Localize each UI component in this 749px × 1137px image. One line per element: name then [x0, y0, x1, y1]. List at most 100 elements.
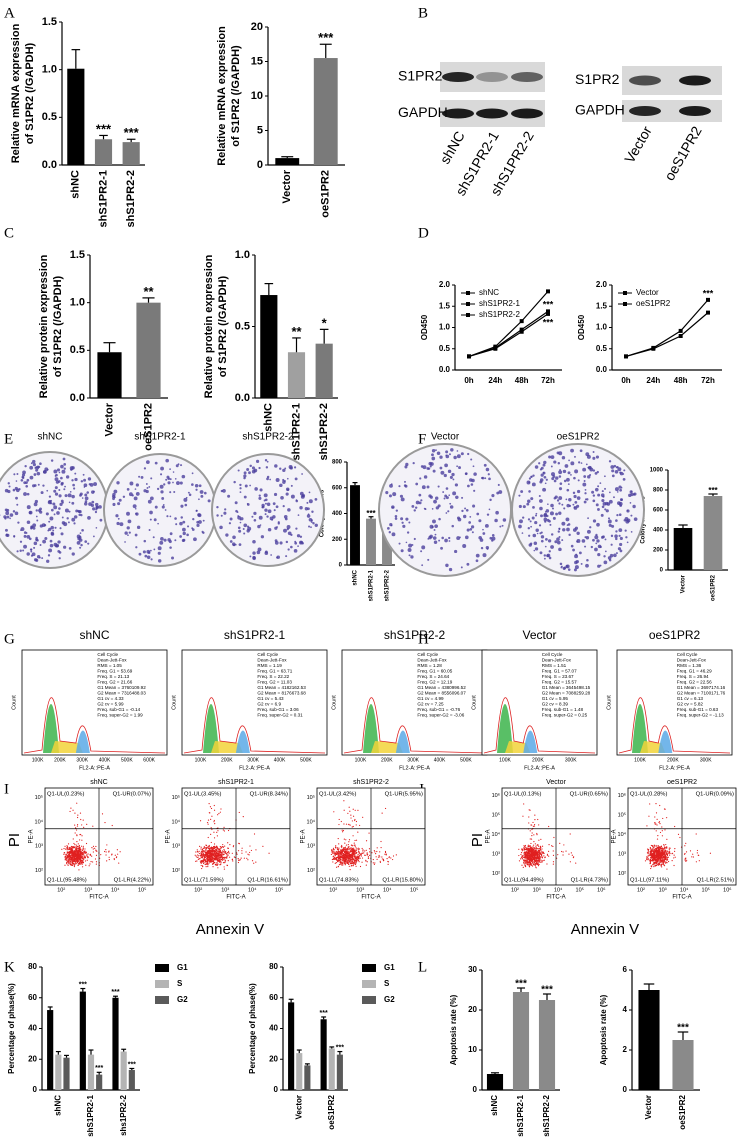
blot-row-label: GAPDH — [575, 102, 625, 118]
event — [212, 861, 214, 863]
histogram-stat: Cell Cycle — [97, 652, 118, 657]
colony — [36, 519, 39, 522]
event — [530, 859, 532, 861]
event — [207, 853, 209, 855]
colony — [117, 517, 120, 520]
colony — [432, 469, 436, 473]
event — [211, 852, 213, 855]
histogram-stat: G1 Mean = 3760109.92 — [97, 685, 146, 690]
colony — [574, 560, 578, 565]
event — [671, 859, 673, 862]
colony — [162, 504, 165, 506]
event — [113, 858, 115, 861]
bar — [672, 1040, 694, 1090]
event — [536, 851, 538, 853]
event — [202, 851, 204, 853]
event — [348, 861, 350, 863]
event — [662, 817, 664, 820]
bar — [288, 1002, 295, 1090]
event — [653, 866, 655, 868]
event — [100, 854, 102, 856]
x-tick-label: 400K — [99, 757, 111, 763]
histogram-stat: Freq. G1 = 57.07 — [542, 669, 577, 674]
colony — [94, 502, 99, 507]
event — [200, 861, 202, 864]
plate-label: Vector — [431, 432, 460, 443]
colony — [47, 529, 50, 532]
event — [76, 862, 78, 864]
event — [362, 849, 364, 851]
colony — [439, 466, 443, 470]
event — [534, 859, 537, 861]
event — [205, 853, 207, 855]
histogram-stat: G2 Mean = 7100171.76 — [677, 691, 726, 696]
event — [348, 853, 351, 855]
event — [561, 850, 563, 853]
bar — [275, 158, 300, 165]
colony — [3, 515, 7, 519]
histogram-stat: Freq. S = 24.64 — [417, 674, 449, 679]
colony — [426, 485, 430, 489]
colony — [607, 517, 611, 520]
event — [538, 845, 540, 847]
point — [546, 289, 550, 294]
event — [348, 855, 350, 857]
event — [232, 846, 234, 848]
colony — [306, 514, 311, 518]
colony — [595, 533, 598, 536]
legend-label: G1 — [384, 963, 395, 972]
event — [522, 848, 524, 850]
event — [346, 849, 348, 851]
colony — [491, 539, 494, 542]
event — [659, 862, 661, 864]
colony — [480, 546, 484, 550]
colony — [52, 529, 55, 532]
event — [204, 851, 206, 854]
colony — [54, 545, 58, 548]
event — [534, 864, 536, 866]
colony — [187, 525, 190, 528]
colony — [311, 510, 314, 513]
event — [89, 863, 91, 865]
event — [352, 862, 354, 864]
blot-strip — [622, 100, 722, 122]
colony — [543, 554, 547, 557]
colony — [233, 480, 236, 484]
event — [234, 856, 236, 859]
colony — [167, 477, 171, 481]
event — [82, 847, 84, 849]
colony — [131, 494, 134, 497]
event — [524, 848, 526, 851]
event — [348, 839, 351, 841]
colony — [495, 510, 499, 515]
colony — [619, 542, 623, 547]
panel-label: G — [4, 631, 15, 647]
colony — [561, 539, 564, 542]
legend-marker — [623, 302, 627, 306]
quadrant-label: Q1-LR(16.61%) — [247, 878, 288, 884]
event — [210, 853, 212, 855]
event — [528, 854, 530, 857]
event — [529, 850, 531, 852]
colony — [237, 469, 240, 472]
colony — [182, 527, 186, 532]
colony — [175, 523, 178, 526]
event — [91, 855, 93, 857]
y-tick-label: 10⁴ — [492, 831, 501, 838]
event — [526, 858, 528, 860]
event — [200, 864, 202, 867]
histogram-stat: Freq. S = 22.22 — [257, 674, 289, 679]
legend-label: S — [177, 979, 183, 988]
colony — [49, 516, 54, 521]
colony — [408, 521, 411, 524]
colony — [238, 529, 242, 533]
histogram-stat: RMS = 1.36 — [677, 663, 702, 668]
y-tick-label: 40 — [28, 1024, 37, 1033]
colony — [538, 495, 541, 497]
event — [351, 857, 353, 859]
y-tick-label: 0 — [339, 563, 343, 569]
event — [213, 846, 215, 848]
colony — [527, 527, 530, 530]
y-tick-label: 10 — [251, 90, 263, 102]
colony — [286, 525, 291, 529]
